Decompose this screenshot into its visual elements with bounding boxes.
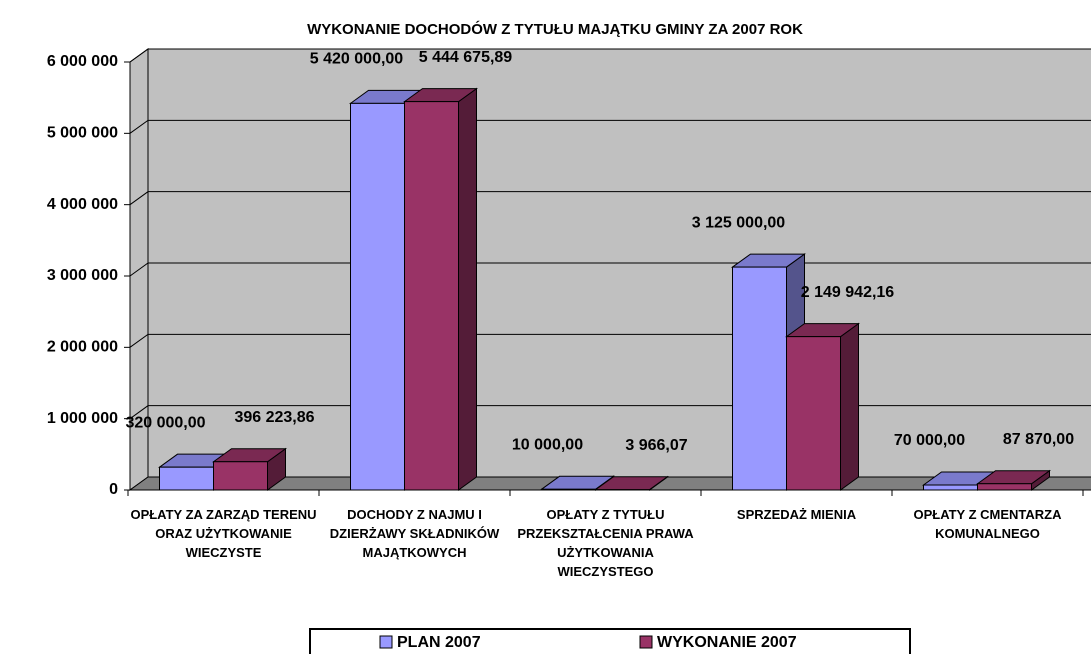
grid-line — [129, 119, 1091, 134]
legend-label: WYKONANIE 2007 — [657, 634, 797, 651]
y-tick-label: 2 000 000 — [47, 339, 118, 356]
value-label: 2 149 942,16 — [801, 284, 895, 301]
y-tick-label: 5 000 000 — [47, 125, 118, 142]
bar — [977, 483, 1032, 491]
value-label: 3 125 000,00 — [692, 214, 786, 231]
value-label: 5 420 000,00 — [310, 51, 404, 68]
value-label: 3 966,07 — [625, 437, 687, 454]
y-tick-label: 1 000 000 — [47, 410, 118, 427]
legend-swatch — [639, 635, 653, 649]
y-tick-label: 6 000 000 — [47, 53, 118, 70]
x-tick-label-box: OPŁATY Z CMENTARZA KOMUNALNEGO — [913, 507, 1062, 541]
grid-line — [129, 48, 1091, 63]
legend-swatch — [379, 635, 393, 649]
value-label: 10 000,00 — [512, 437, 583, 454]
legend-box — [309, 628, 911, 654]
x-tick-label-box: SPRZEDAŻ MIENIA — [736, 507, 857, 522]
bar — [213, 461, 268, 491]
x-tick-label-box: OPŁATY ZA ZARZĄD TERENU ORAZ UŻYTKOWANIE… — [130, 507, 317, 560]
grid-line — [129, 191, 1091, 206]
x-tick-label: SPRZEDAŻ MIENIA — [736, 507, 857, 522]
bar — [404, 101, 459, 491]
legend-label: PLAN 2007 — [397, 634, 481, 651]
value-label: 5 444 675,89 — [419, 49, 513, 66]
x-tick-label: OPŁATY Z TYTUŁU PRZEKSZTAŁCENIA PRAWA UŻ… — [517, 507, 694, 579]
bar — [732, 266, 787, 491]
x-tick-label-box: DOCHODY Z NAJMU I DZIERŻAWY SKŁADNIKÓW M… — [329, 507, 500, 560]
value-label: 320 000,00 — [125, 414, 205, 431]
value-label: 396 223,86 — [234, 409, 314, 426]
bar-side — [458, 87, 477, 491]
y-tick-label: 0 — [109, 481, 118, 498]
bar — [786, 336, 841, 491]
x-tick-label: OPŁATY ZA ZARZĄD TERENU ORAZ UŻYTKOWANIE… — [130, 507, 317, 560]
y-tick-label: 3 000 000 — [47, 267, 118, 284]
bar-side — [840, 322, 859, 491]
bar — [923, 484, 978, 491]
bar — [159, 466, 214, 491]
bar — [350, 102, 405, 491]
y-tick-label: 4 000 000 — [47, 196, 118, 213]
x-tick-label: DOCHODY Z NAJMU I DZIERŻAWY SKŁADNIKÓW M… — [329, 507, 500, 560]
value-label: 70 000,00 — [894, 432, 965, 449]
x-tick-label: OPŁATY Z CMENTARZA KOMUNALNEGO — [913, 507, 1062, 541]
value-label: 87 870,00 — [1003, 431, 1074, 448]
chart-title: WYKONANIE DOCHODÓW Z TYTUŁU MAJĄTKU GMIN… — [307, 20, 803, 38]
bar — [541, 488, 596, 491]
x-tick-label-box: OPŁATY Z TYTUŁU PRZEKSZTAŁCENIA PRAWA UŻ… — [517, 507, 694, 579]
